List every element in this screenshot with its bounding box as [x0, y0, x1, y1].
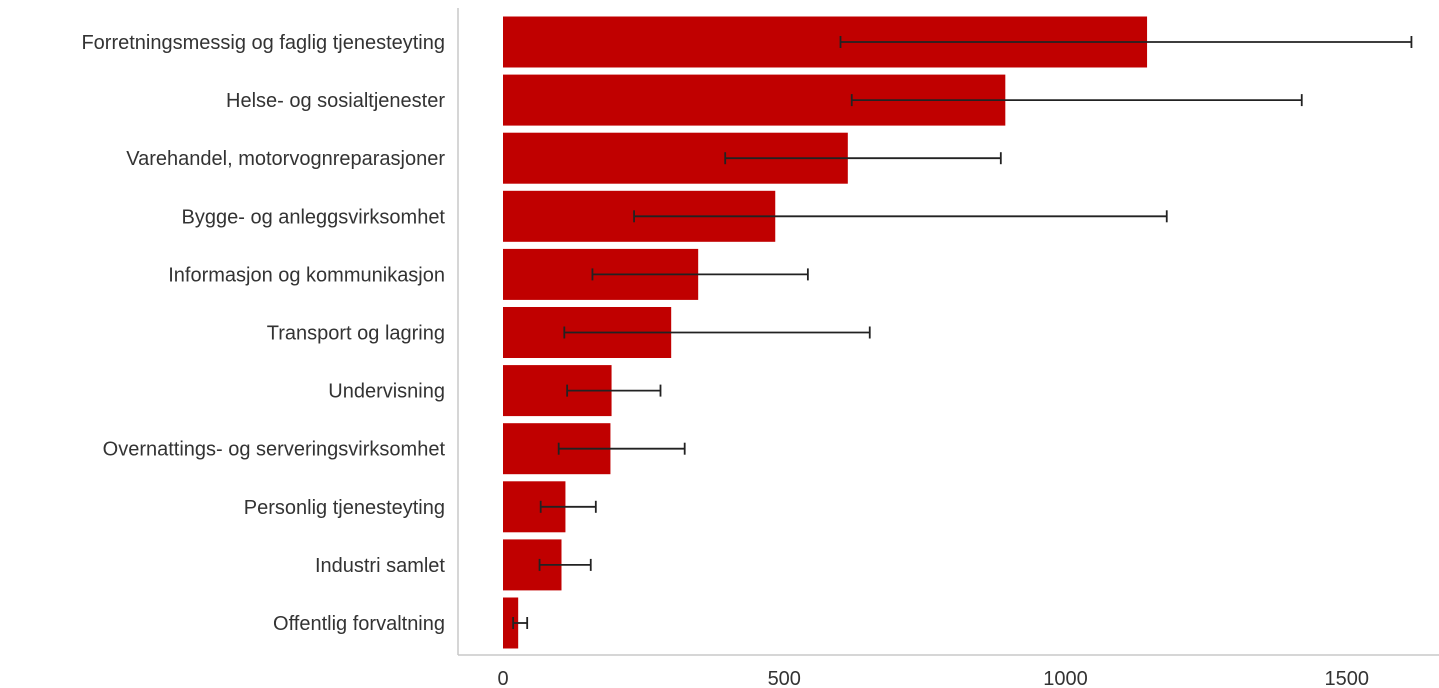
error-bar [539, 500, 597, 513]
error-bar [839, 36, 1413, 48]
x-tick-label: 1500 [1325, 668, 1370, 688]
category-label: Informasjon og kommunikasjon [168, 264, 445, 286]
category-label: Forretningsmessig og faglig tjenesteytin… [81, 32, 445, 54]
category-label: Offentlig forvaltning [273, 613, 445, 635]
bar [503, 597, 519, 649]
error-bar [557, 442, 686, 455]
error-bar [633, 210, 1168, 223]
error-bar [563, 326, 871, 339]
category-label: Bygge- og anleggsvirksomhet [182, 206, 446, 228]
category-labels-layer: Forretningsmessig og faglig tjenesteytin… [81, 32, 445, 635]
error-bar [591, 268, 809, 281]
x-tick-label: 1000 [1043, 668, 1088, 688]
category-label: Overnattings- og serveringsvirksomhet [103, 439, 446, 461]
category-label: Helse- og sosialtjenester [226, 90, 445, 112]
category-label: Transport og lagring [267, 323, 445, 345]
category-label: Varehandel, motorvognreparasjoner [126, 148, 445, 170]
error-bar [512, 617, 529, 629]
category-label: Industri samlet [315, 555, 445, 577]
axes-layer: 0 500 1000 1500 [457, 8, 1439, 688]
category-label: Personlig tjenesteyting [244, 497, 445, 519]
error-bars-layer [512, 36, 1413, 629]
x-tick-label: 500 [768, 668, 801, 688]
error-bar [850, 94, 1303, 107]
error-bar [538, 558, 592, 571]
category-label: Undervisning [328, 381, 445, 403]
error-bar [566, 384, 662, 397]
x-tick-label: 0 [497, 668, 508, 688]
error-bar [724, 152, 1002, 165]
